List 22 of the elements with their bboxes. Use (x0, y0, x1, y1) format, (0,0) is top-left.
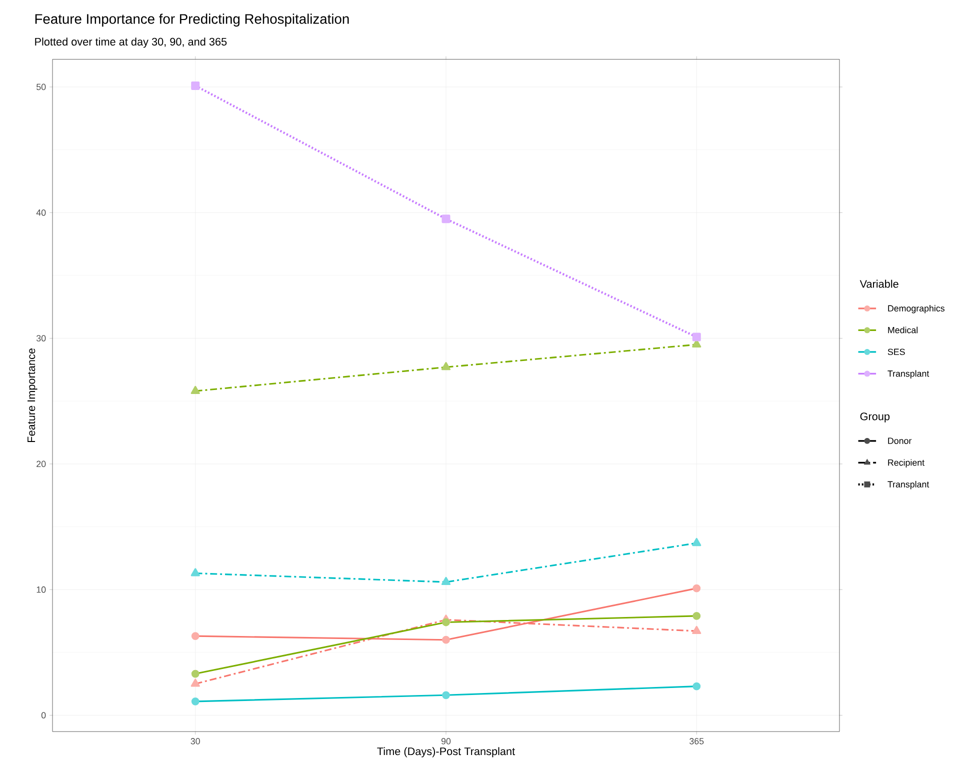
legend-label: Medical (888, 326, 918, 334)
x-axis-title: Time (Days)-Post Transplant (377, 747, 515, 758)
y-tick-label: 0 (41, 712, 46, 718)
y-tick-label: 30 (36, 335, 46, 342)
y-tick-label: 10 (36, 586, 46, 593)
y-tick-label: 40 (36, 209, 46, 216)
text: Recipient (888, 459, 924, 468)
legend-title: Variable (860, 280, 898, 288)
chart-subtitle: Plotted over time at day 30, 90, and 365 (35, 38, 227, 48)
x-tick-label: 90 (441, 738, 451, 744)
x-tick-label: 365 (690, 738, 704, 744)
chart-title: Feature Importance for Predicting Rehospitalization (35, 14, 349, 27)
text: Transplant (888, 480, 930, 490)
y-tick-label: 20 (36, 460, 46, 468)
x-tick-label: 30 (190, 738, 200, 744)
legend-label: Demographics (888, 304, 944, 314)
legend-label: Transplant (888, 370, 930, 378)
text: Donor (888, 438, 912, 444)
y-tick-label: 50 (36, 84, 46, 90)
text: Group (860, 412, 890, 422)
legend-label: SES (888, 348, 905, 355)
y-axis-title: Feature Importance (28, 348, 38, 442)
